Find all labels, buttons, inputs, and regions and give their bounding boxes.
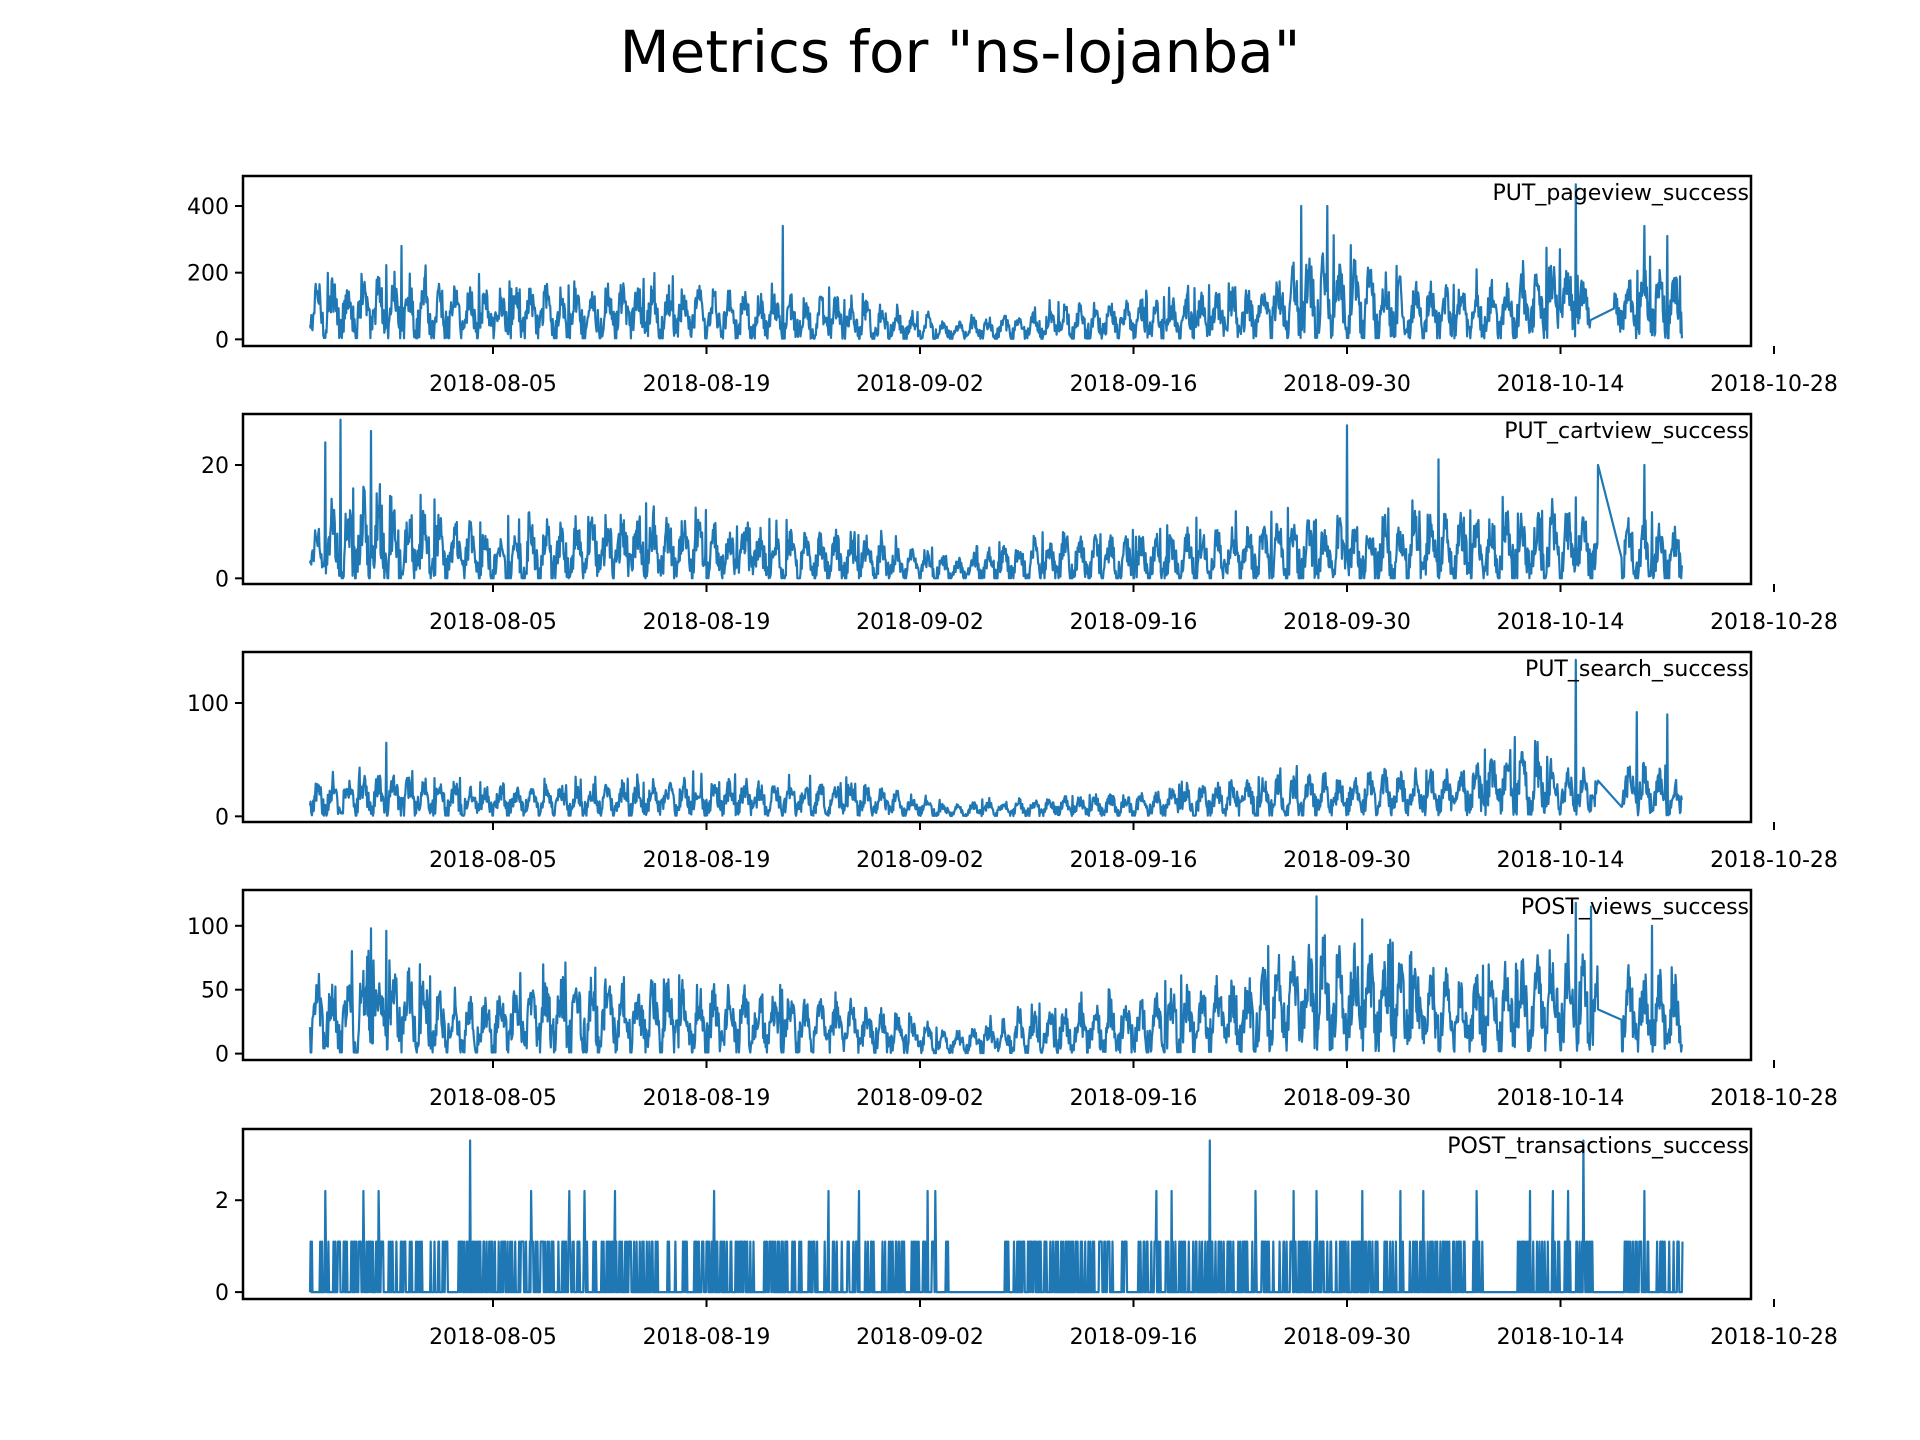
series-line-POST_transactions_success xyxy=(308,1139,1684,1294)
x-tick-label: 2018-09-16 xyxy=(1070,848,1198,873)
figure-title: Metrics for "ns-lojanba" xyxy=(620,18,1301,86)
panel-title: PUT_search_success xyxy=(1525,657,1749,682)
x-tick-label: 2018-09-16 xyxy=(1070,1086,1198,1111)
x-tick-label: 2018-09-02 xyxy=(856,848,984,873)
panel-title: PUT_cartview_success xyxy=(1504,419,1749,444)
x-tick-label: 2018-09-30 xyxy=(1283,848,1411,873)
y-tick-label: 200 xyxy=(187,262,229,287)
x-tick-label: 2018-09-02 xyxy=(856,1325,984,1350)
x-tick-label: 2018-09-30 xyxy=(1283,1086,1411,1111)
subplot-PUT_search_success: 0 100 2018-08-05 2018-08-19 2018-09-02 2018-0… xyxy=(187,650,1838,873)
x-tick-label: 2018-10-28 xyxy=(1710,610,1838,635)
series-line-PUT_cartview_success xyxy=(308,418,1683,580)
x-tick-label: 2018-08-19 xyxy=(643,610,771,635)
x-tick-label: 2018-09-16 xyxy=(1070,610,1198,635)
x-tick-label: 2018-09-30 xyxy=(1283,610,1411,635)
y-tick-label: 400 xyxy=(187,195,229,220)
x-tick-label: 2018-08-19 xyxy=(643,848,771,873)
axes-frame xyxy=(241,174,1753,348)
x-tick-label: 2018-10-28 xyxy=(1710,848,1838,873)
x-tick-label: 2018-08-05 xyxy=(429,1325,557,1350)
y-tick-label: 0 xyxy=(215,805,229,830)
series-line-POST_views_success xyxy=(308,895,1683,1055)
panel-title: POST_views_success xyxy=(1521,895,1749,920)
subplot-PUT_pageview_success: 0 200 400 2018-08-05 2018-08-19 2018-09-02 201… xyxy=(187,174,1838,397)
x-tick-label: 2018-10-14 xyxy=(1497,1325,1625,1350)
x-tick-label: 2018-09-30 xyxy=(1283,1325,1411,1350)
x-tick-label: 2018-08-05 xyxy=(429,1086,557,1111)
subplot-POST_transactions_success: 0 2 2018-08-05 2018-08-19 2018-09-02 2018-09-… xyxy=(215,1127,1838,1350)
axes-frame xyxy=(241,1127,1753,1301)
x-tick-label: 2018-08-05 xyxy=(429,610,557,635)
x-tick-label: 2018-08-19 xyxy=(643,1325,771,1350)
y-tick-label: 0 xyxy=(215,328,229,353)
axes-frame xyxy=(241,888,1753,1062)
y-tick-label: 2 xyxy=(215,1189,229,1214)
y-tick-label: 100 xyxy=(187,692,229,717)
x-tick-label: 2018-10-28 xyxy=(1710,1086,1838,1111)
x-tick-label: 2018-08-05 xyxy=(429,372,557,397)
subplot-POST_views_success: 0 50 100 2018-08-05 2018-08-19 2018-09-02 2018… xyxy=(187,888,1838,1111)
x-tick-label: 2018-08-05 xyxy=(429,848,557,873)
subplot-PUT_cartview_success: 0 20 2018-08-05 2018-08-19 2018-09-02 2018-09… xyxy=(201,412,1838,635)
panel-title: PUT_pageview_success xyxy=(1493,181,1749,206)
x-tick-label: 2018-09-16 xyxy=(1070,372,1198,397)
x-tick-label: 2018-10-14 xyxy=(1497,848,1625,873)
y-tick-label: 0 xyxy=(215,1043,229,1068)
x-tick-label: 2018-09-02 xyxy=(856,1086,984,1111)
x-tick-label: 2018-10-28 xyxy=(1710,372,1838,397)
x-tick-label: 2018-10-14 xyxy=(1497,1086,1625,1111)
x-tick-label: 2018-10-14 xyxy=(1497,372,1625,397)
series-line-PUT_search_success xyxy=(308,658,1683,818)
y-tick-label: 0 xyxy=(215,1281,229,1306)
x-tick-label: 2018-08-19 xyxy=(643,372,771,397)
series-line-PUT_pageview_success xyxy=(308,183,1683,340)
panel-title: POST_transactions_success xyxy=(1447,1134,1749,1159)
x-tick-label: 2018-08-19 xyxy=(643,1086,771,1111)
y-tick-label: 20 xyxy=(201,454,229,479)
axes-frame xyxy=(241,650,1753,824)
y-tick-label: 100 xyxy=(187,915,229,940)
y-tick-label: 0 xyxy=(215,567,229,592)
y-tick-label: 50 xyxy=(201,979,229,1004)
x-tick-label: 2018-10-14 xyxy=(1497,610,1625,635)
x-tick-label: 2018-09-02 xyxy=(856,610,984,635)
x-tick-label: 2018-09-02 xyxy=(856,372,984,397)
x-tick-label: 2018-09-30 xyxy=(1283,372,1411,397)
axes-frame xyxy=(241,412,1753,586)
x-tick-label: 2018-09-16 xyxy=(1070,1325,1198,1350)
x-tick-label: 2018-10-28 xyxy=(1710,1325,1838,1350)
